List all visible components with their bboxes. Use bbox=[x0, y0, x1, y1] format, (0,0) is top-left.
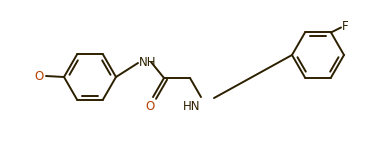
Text: F: F bbox=[342, 20, 349, 33]
Text: O: O bbox=[35, 69, 44, 83]
Text: NH: NH bbox=[139, 56, 156, 68]
Text: O: O bbox=[145, 100, 154, 113]
Text: HN: HN bbox=[183, 100, 200, 113]
